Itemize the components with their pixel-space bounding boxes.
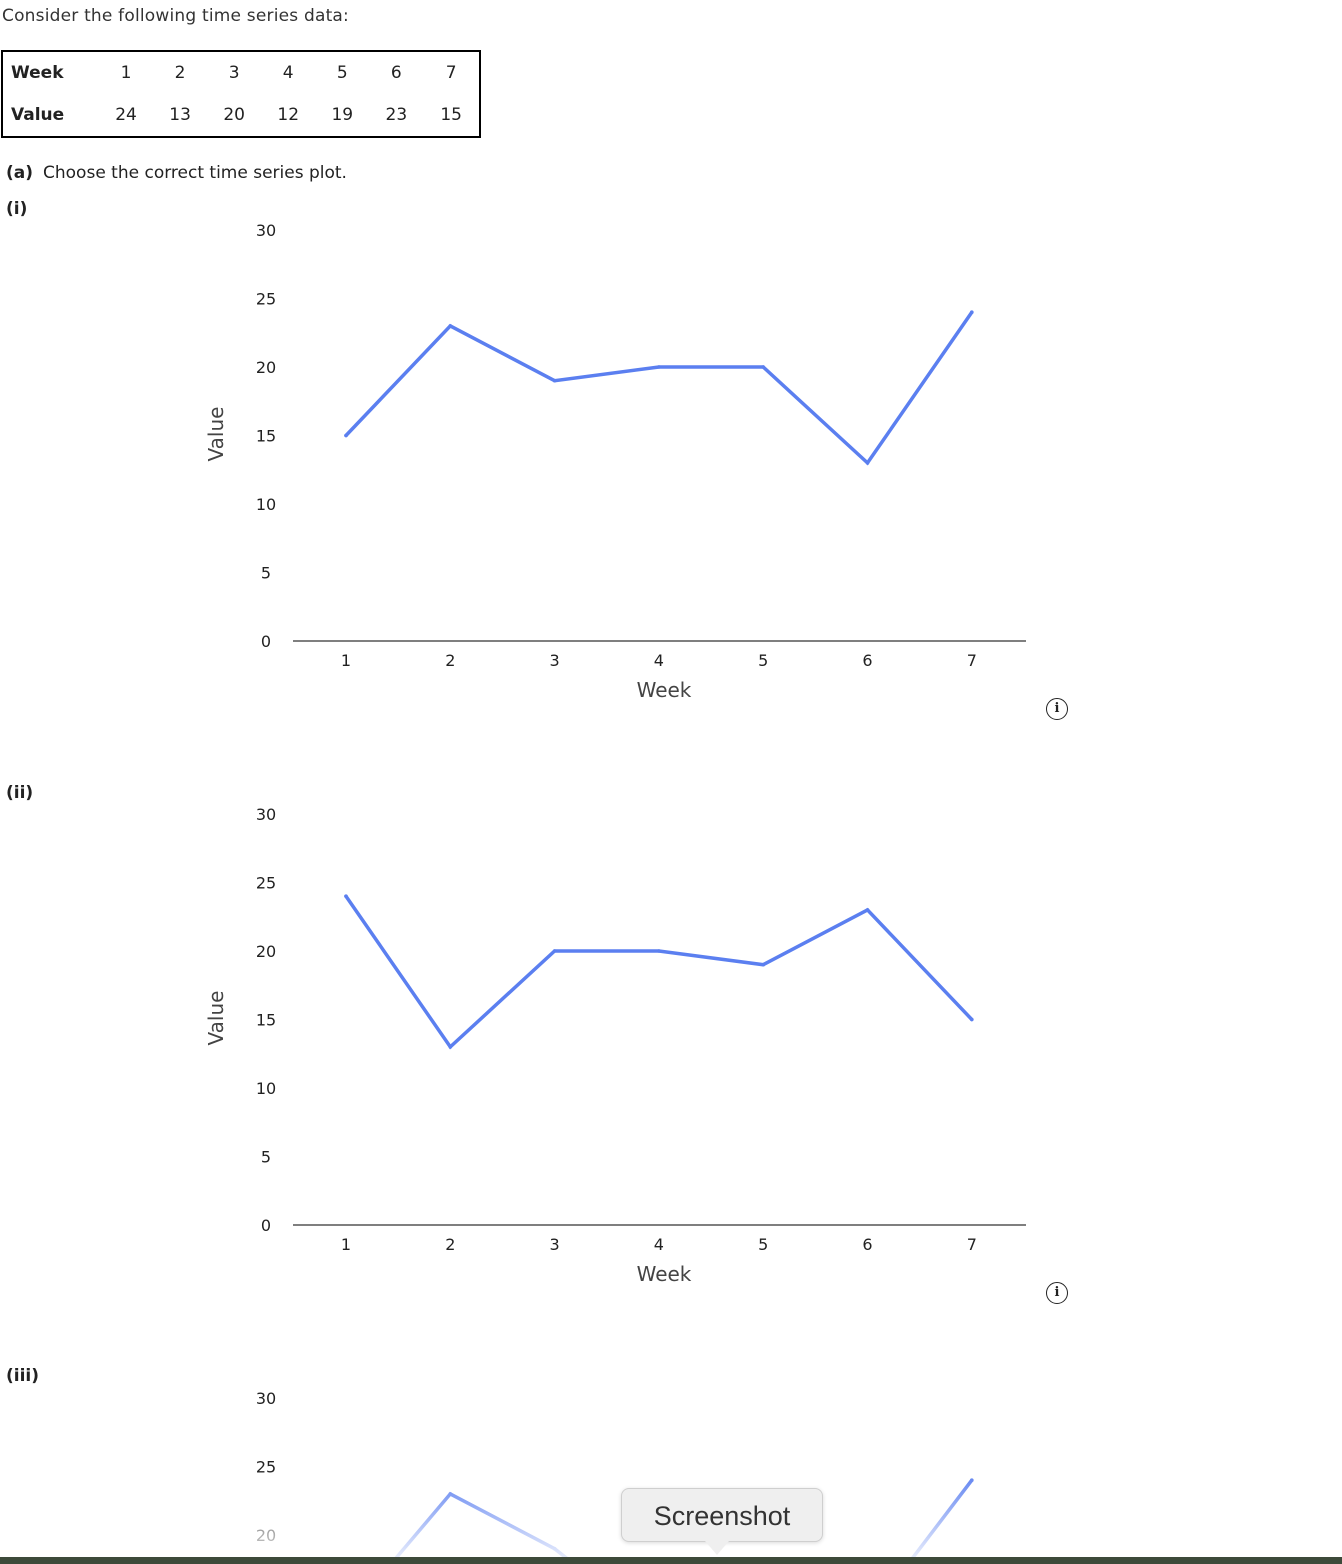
data-point	[552, 949, 557, 953]
y-tick-label: 30	[256, 221, 276, 240]
table-row-value: Value 24 13 20 12 19 23 15	[2, 94, 480, 137]
table-cell: 3	[228, 63, 240, 83]
y-tick-label: 5	[261, 564, 271, 583]
y-tick-label: 0	[261, 632, 271, 651]
table-cell: 23	[385, 105, 408, 125]
option-label-ii[interactable]: (ii)	[6, 783, 34, 803]
x-tick-label: 3	[550, 1235, 560, 1254]
x-tick-label: 5	[758, 651, 768, 670]
x-tick-label: 3	[550, 651, 560, 670]
x-tick-label: 1	[341, 651, 351, 670]
data-point	[448, 324, 453, 328]
y-tick-label: 5	[261, 1148, 271, 1167]
data-point	[970, 310, 974, 314]
data-point	[448, 1045, 453, 1049]
x-tick-label: 2	[445, 651, 455, 670]
x-tick-label: 4	[654, 651, 664, 670]
x-tick-label: 7	[967, 1235, 977, 1254]
x-tick-label: 6	[862, 1235, 872, 1254]
table-row-week: Week 1 2 3 4 5 6 7	[2, 51, 480, 94]
time-series-table: Week 1 2 3 4 5 6 7 Value 24 13 20 12 19 …	[1, 50, 481, 138]
tooltip-arrow	[705, 1541, 729, 1555]
x-tick-label: 2	[445, 1235, 455, 1254]
time-series-plot-i[interactable]: 0 5 10 15 20 25 30 1 2 3 4 5 6 7 Week Value	[0, 210, 1100, 710]
series-line	[344, 894, 974, 1050]
y-tick-label: 15	[256, 427, 276, 446]
y-tick-label: 25	[256, 874, 276, 893]
table-cell: 5	[336, 63, 348, 83]
info-icon[interactable]: i	[1046, 698, 1068, 720]
data-point	[657, 365, 661, 369]
data-point	[761, 962, 765, 967]
info-icon[interactable]: i	[1046, 1282, 1068, 1304]
intro-text: Consider the following time series data:	[2, 6, 349, 26]
data-point	[344, 433, 348, 438]
y-tick-label: 15	[256, 1011, 276, 1030]
table-cell: 15	[440, 105, 462, 125]
time-series-plot-ii[interactable]: 0 5 10 15 20 25 30 1 2 3 4 5 6 7 Week Value	[0, 794, 1100, 1294]
data-point	[761, 365, 765, 369]
table-cell: 12	[277, 105, 300, 125]
screenshot-tooltip: Screenshot	[621, 1488, 823, 1542]
table-cell: 1	[120, 63, 132, 83]
data-point	[552, 378, 557, 383]
table-cell: 2	[174, 63, 186, 83]
y-tick-label: 0	[261, 1216, 271, 1235]
row-header-value: Value	[11, 105, 65, 125]
row-header-week: Week	[11, 63, 64, 83]
question-part-label: (a)	[6, 163, 34, 183]
question-prompt: (a) Choose the correct time series plot.	[6, 163, 347, 183]
y-tick-label: 20	[256, 358, 276, 377]
y-tick-label: 30	[256, 1389, 276, 1408]
data-point	[970, 1017, 974, 1022]
x-tick-label: 6	[862, 651, 872, 670]
option-label-iii[interactable]: (iii)	[6, 1366, 40, 1386]
question-text: Choose the correct time series plot.	[43, 163, 347, 183]
data-point	[657, 949, 661, 953]
option-label-i[interactable]: (i)	[6, 199, 28, 219]
x-axis-title: Week	[637, 1262, 692, 1286]
table-cell: 6	[390, 63, 402, 83]
y-tick-label: 10	[256, 495, 276, 514]
table-cell: 13	[169, 105, 191, 125]
y-axis-title: Value	[204, 991, 228, 1046]
table-cell: 7	[445, 63, 457, 83]
x-tick-label: 4	[654, 1235, 664, 1254]
series-line	[344, 310, 974, 466]
window-bottom-bar	[0, 1557, 1342, 1564]
y-tick-label: 25	[256, 290, 276, 309]
data-point	[344, 894, 348, 898]
table-cell: 24	[115, 105, 137, 125]
x-tick-label: 5	[758, 1235, 768, 1254]
y-tick-label: 10	[256, 1079, 276, 1098]
x-axis-title: Week	[637, 678, 692, 702]
table-cell: 20	[223, 105, 245, 125]
y-tick-label: 20	[256, 942, 276, 961]
x-tick-label: 7	[967, 651, 977, 670]
data-point	[865, 461, 870, 465]
x-tick-label: 1	[341, 1235, 351, 1254]
y-axis-title: Value	[204, 407, 228, 462]
table-cell: 19	[331, 105, 354, 125]
data-point	[865, 908, 870, 912]
table-cell: 4	[282, 63, 294, 83]
y-tick-label: 30	[256, 805, 276, 824]
